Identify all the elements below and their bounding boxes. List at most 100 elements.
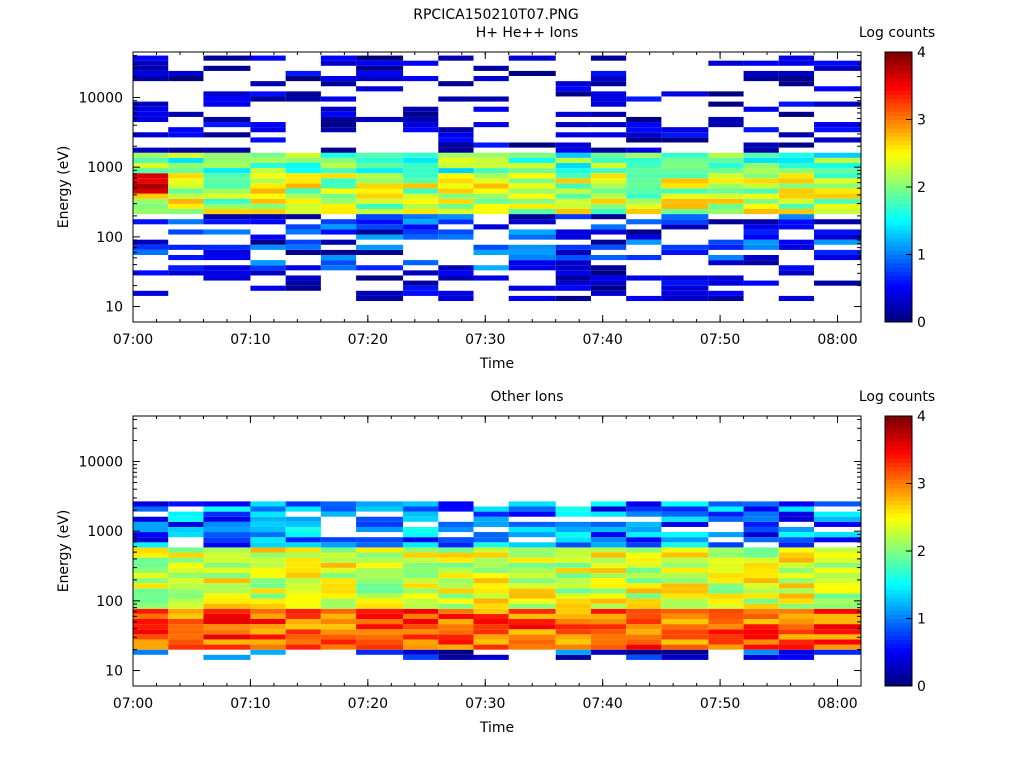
heatmap-cell xyxy=(708,593,744,599)
heatmap-cell xyxy=(814,552,861,558)
heatmap-cell xyxy=(661,198,709,204)
heatmap-cell xyxy=(403,583,439,589)
colorbar-segment xyxy=(885,681,912,687)
heatmap-cell xyxy=(590,526,627,533)
heatmap-cell xyxy=(555,521,591,527)
colorbar-segment xyxy=(885,165,912,171)
heatmap-cell xyxy=(743,142,779,148)
heatmap-cell xyxy=(708,290,744,296)
heatmap-cell xyxy=(555,511,591,517)
heatmap-cell xyxy=(708,532,744,538)
heatmap-cell xyxy=(778,567,815,573)
panel-2: Other Ions Log counts 07:00 07:10 07:20 07:30… xyxy=(56,389,935,736)
heatmap-cell xyxy=(708,516,744,522)
heatmap-cell xyxy=(320,157,357,163)
heatmap-cell xyxy=(403,60,439,66)
colorbar-segment xyxy=(885,94,912,99)
colorbar-segment xyxy=(885,521,912,527)
heatmap-cell xyxy=(320,127,357,133)
heatmap-cell xyxy=(814,127,861,133)
heatmap-cell xyxy=(203,537,251,543)
heatmap-cell xyxy=(508,542,556,548)
heatmap-cell xyxy=(133,578,169,584)
heatmap-cell xyxy=(356,593,404,599)
heatmap-cell xyxy=(438,173,474,179)
colorbar-segment xyxy=(885,487,912,493)
heatmap-cell xyxy=(356,173,404,179)
heatmap-cell xyxy=(814,572,861,579)
heatmap-cell xyxy=(555,588,591,594)
heatmap-cell xyxy=(555,178,591,184)
heatmap-cell xyxy=(356,629,404,635)
heatmap-cell xyxy=(626,234,662,240)
colorbar-segment xyxy=(885,132,912,137)
heatmap-cell xyxy=(590,603,627,609)
colorbar-segment xyxy=(885,428,912,434)
heatmap-cell xyxy=(743,229,779,235)
y-tick-label: 10000 xyxy=(78,91,123,107)
heatmap-cell xyxy=(743,567,779,573)
colorbar-segment xyxy=(885,605,912,611)
heatmap-cell xyxy=(320,208,357,215)
heatmap-cell xyxy=(626,193,662,199)
colorbar-segment xyxy=(885,153,912,158)
heatmap-cell xyxy=(356,55,404,61)
heatmap-cell xyxy=(590,96,627,102)
heatmap-cell xyxy=(508,142,556,148)
heatmap-cell xyxy=(708,152,744,158)
heatmap-cell xyxy=(814,578,861,584)
heatmap-cell xyxy=(250,603,286,609)
heatmap-cell xyxy=(473,65,509,71)
heatmap-cell xyxy=(203,183,251,189)
heatmap-cell xyxy=(250,588,286,594)
heatmap-cell xyxy=(508,265,556,271)
colorbar-tick-label: 3 xyxy=(917,477,926,493)
heatmap-cell xyxy=(403,572,439,579)
heatmap-cell xyxy=(250,188,286,194)
heatmap-cell xyxy=(438,537,474,543)
colorbar-segment xyxy=(885,618,912,624)
heatmap-cell xyxy=(743,193,779,199)
heatmap-cell xyxy=(778,142,815,148)
heatmap-cell xyxy=(203,168,251,174)
heatmap-cell xyxy=(508,55,556,61)
heatmap-cell xyxy=(356,168,404,174)
heatmap-cell xyxy=(814,234,861,240)
heatmap-cell xyxy=(590,511,627,517)
heatmap-cell xyxy=(590,193,627,199)
heatmap-cell xyxy=(778,506,815,512)
heatmap-cell xyxy=(626,644,662,650)
heatmap-cell xyxy=(320,613,357,620)
heatmap-cell xyxy=(403,624,439,630)
heatmap-cell xyxy=(438,572,474,579)
heatmap-cell xyxy=(285,70,321,77)
heatmap-cell xyxy=(708,122,744,128)
heatmap-cell xyxy=(708,511,744,517)
colorbar-segment xyxy=(885,149,912,154)
heatmap-cell xyxy=(203,157,251,163)
heatmap-cell xyxy=(508,249,556,256)
heatmap-cell xyxy=(708,178,744,184)
heatmap-cell xyxy=(438,152,474,158)
x-tick-label: 07:30 xyxy=(465,696,505,712)
heatmap-cell xyxy=(250,173,286,179)
heatmap-cell xyxy=(320,76,357,82)
y-tick-label: 1000 xyxy=(87,524,123,540)
x-tick-label: 07:10 xyxy=(230,696,270,712)
heatmap-cell xyxy=(320,188,357,194)
heatmap-cell xyxy=(133,132,169,138)
heatmap-cell xyxy=(250,162,286,169)
heatmap-cell xyxy=(508,208,556,215)
colorbar-segment xyxy=(885,432,912,438)
heatmap-cell xyxy=(250,537,286,543)
heatmap-cell xyxy=(168,173,204,179)
heatmap-cell xyxy=(285,572,321,579)
heatmap-cell xyxy=(626,501,662,507)
colorbar-label: Log counts xyxy=(859,25,935,41)
heatmap-cell xyxy=(250,542,286,548)
colorbar-segment xyxy=(885,555,912,560)
heatmap-cell xyxy=(285,183,321,189)
heatmap-cell xyxy=(508,588,556,594)
heatmap-cell xyxy=(203,613,251,620)
heatmap-cell xyxy=(168,168,204,174)
